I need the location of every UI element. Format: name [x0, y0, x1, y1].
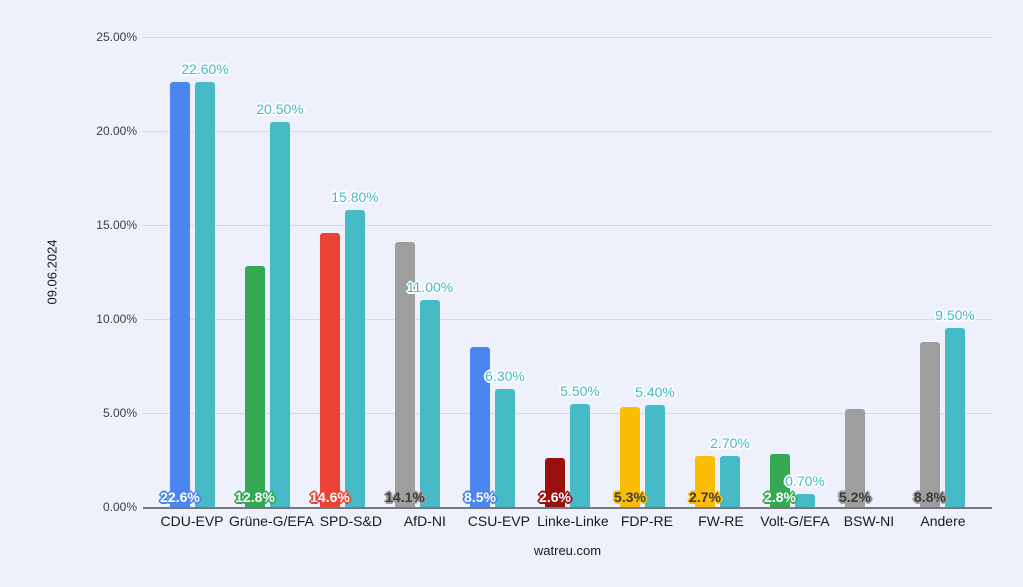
y-tick-label: 10.00% [96, 312, 137, 326]
bar-group-gr-ne-g-efa: 12.8% 20.50% [230, 37, 305, 507]
bar-comparison: 20.50% [256, 101, 304, 507]
gridline [143, 413, 992, 414]
bar-comparison: 6.30% [485, 368, 525, 507]
y-axis-ticks: 25.00% 20.00% 15.00% 10.00% 5.00% 0.00% [0, 30, 137, 514]
y-tick-label: 0.00% [102, 500, 137, 514]
y-tick-label: 5.00% [102, 406, 137, 420]
x-axis-label: CSU-EVP [467, 513, 530, 529]
bar-value-label: 2.8% [764, 489, 796, 505]
comparison-value-label: 5.40% [635, 384, 675, 401]
bar-comparison: 2.70% [710, 435, 750, 507]
x-axis-label: CDU-EVP [160, 513, 224, 529]
bar-value-label: 2.6% [539, 489, 571, 505]
bar-comparison: 22.60% [181, 61, 229, 507]
bar-party: 2.6% [539, 458, 571, 507]
bar-groups: 22.6% 22.60% 12.8% 20.50% 14.6% 15.80% 14.1% 11… [155, 37, 980, 507]
bar-party: 14.1% [385, 241, 425, 507]
source-label: watreu.com [533, 543, 602, 558]
bar-value-label: 12.8% [235, 489, 275, 505]
y-tick-label: 20.00% [96, 124, 137, 138]
bar-comparison: 5.50% [560, 383, 600, 507]
x-axis-label: Andere [920, 513, 966, 529]
bar-group-csu-evp: 8.5% 6.30% [455, 37, 530, 507]
gridline [143, 225, 992, 226]
x-axis-label: Volt-G/EFA [760, 513, 830, 529]
comparison-value-label: 6.30% [485, 367, 525, 384]
bar-value-label: 8.8% [914, 489, 946, 505]
x-axis-labels: CDU-EVP Grüne-G/EFA SPD-S&D AfD-NI CSU-EVP Li… [155, 513, 980, 529]
bar-party: 5.2% [839, 409, 871, 507]
gridline [143, 37, 992, 38]
bar-group-fw-re: 2.7% 2.70% [680, 37, 755, 507]
bar-party: 2.7% [689, 456, 721, 507]
x-axis-label: Grüne-G/EFA [229, 513, 314, 529]
x-axis-label: FDP-RE [620, 513, 673, 529]
bar-comparison: 0.70% [785, 473, 825, 507]
comparison-value-label: 22.60% [181, 61, 229, 78]
bar-party: 14.6% [310, 232, 350, 507]
x-axis-label: FW-RE [698, 513, 744, 529]
bar-party: 8.5% [464, 347, 496, 507]
bar-comparison: 15.80% [331, 189, 379, 507]
comparison-value-label: 0.70% [785, 472, 825, 489]
bar-comparison: 9.50% [935, 307, 975, 507]
bar-value-label: 2.7% [689, 489, 721, 505]
x-axis-label: SPD-S&D [319, 513, 382, 529]
plot-area: 22.6% 22.60% 12.8% 20.50% 14.6% 15.80% 14.1% 11… [143, 37, 992, 509]
comparison-value-label: 2.70% [710, 435, 750, 452]
bar-party: 12.8% [235, 266, 275, 507]
bar-party: 2.8% [764, 454, 796, 507]
y-tick-label: 25.00% [96, 30, 137, 44]
bar-value-label: 14.1% [385, 489, 425, 505]
bar-party: 5.3% [614, 407, 646, 507]
x-axis-label: Linke-Linke [537, 513, 609, 529]
x-axis-label: BSW-NI [843, 513, 895, 529]
bar-value-label: 8.5% [464, 489, 496, 505]
comparison-value-label: 11.00% [406, 279, 454, 296]
comparison-value-label: 5.50% [560, 382, 600, 399]
gridline [143, 131, 992, 132]
y-tick-label: 15.00% [96, 218, 137, 232]
gridline [143, 319, 992, 320]
bar-group-spd-s-d: 14.6% 15.80% [305, 37, 380, 507]
bar-value-label: 14.6% [310, 489, 350, 505]
bar-group-linke-linke: 2.6% 5.50% [530, 37, 605, 507]
bar-value-label: 5.3% [614, 489, 646, 505]
bar-group-fdp-re: 5.3% 5.40% [605, 37, 680, 507]
bar-value-label: 5.2% [839, 489, 871, 505]
comparison-value-label: 15.80% [331, 188, 379, 205]
bar-group-andere: 8.8% 9.50% [905, 37, 980, 507]
bar-group-afd-ni: 14.1% 11.00% [380, 37, 455, 507]
x-axis-baseline [143, 507, 992, 509]
bar-party: 22.6% [160, 82, 200, 507]
comparison-value-label: 9.50% [935, 307, 975, 324]
x-axis-label: AfD-NI [403, 513, 446, 529]
comparison-value-label: 20.50% [256, 100, 304, 117]
bar-group-cdu-evp: 22.6% 22.60% [155, 37, 230, 507]
bar-party: 8.8% [914, 341, 946, 507]
bar-value-label: 22.6% [160, 489, 200, 505]
bar-comparison: 5.40% [635, 384, 675, 507]
bar-comparison: 11.00% [407, 279, 453, 507]
bar-group-bsw-ni: 5.2% [830, 37, 905, 507]
bar-group-volt-g-efa: 2.8% 0.70% [755, 37, 830, 507]
